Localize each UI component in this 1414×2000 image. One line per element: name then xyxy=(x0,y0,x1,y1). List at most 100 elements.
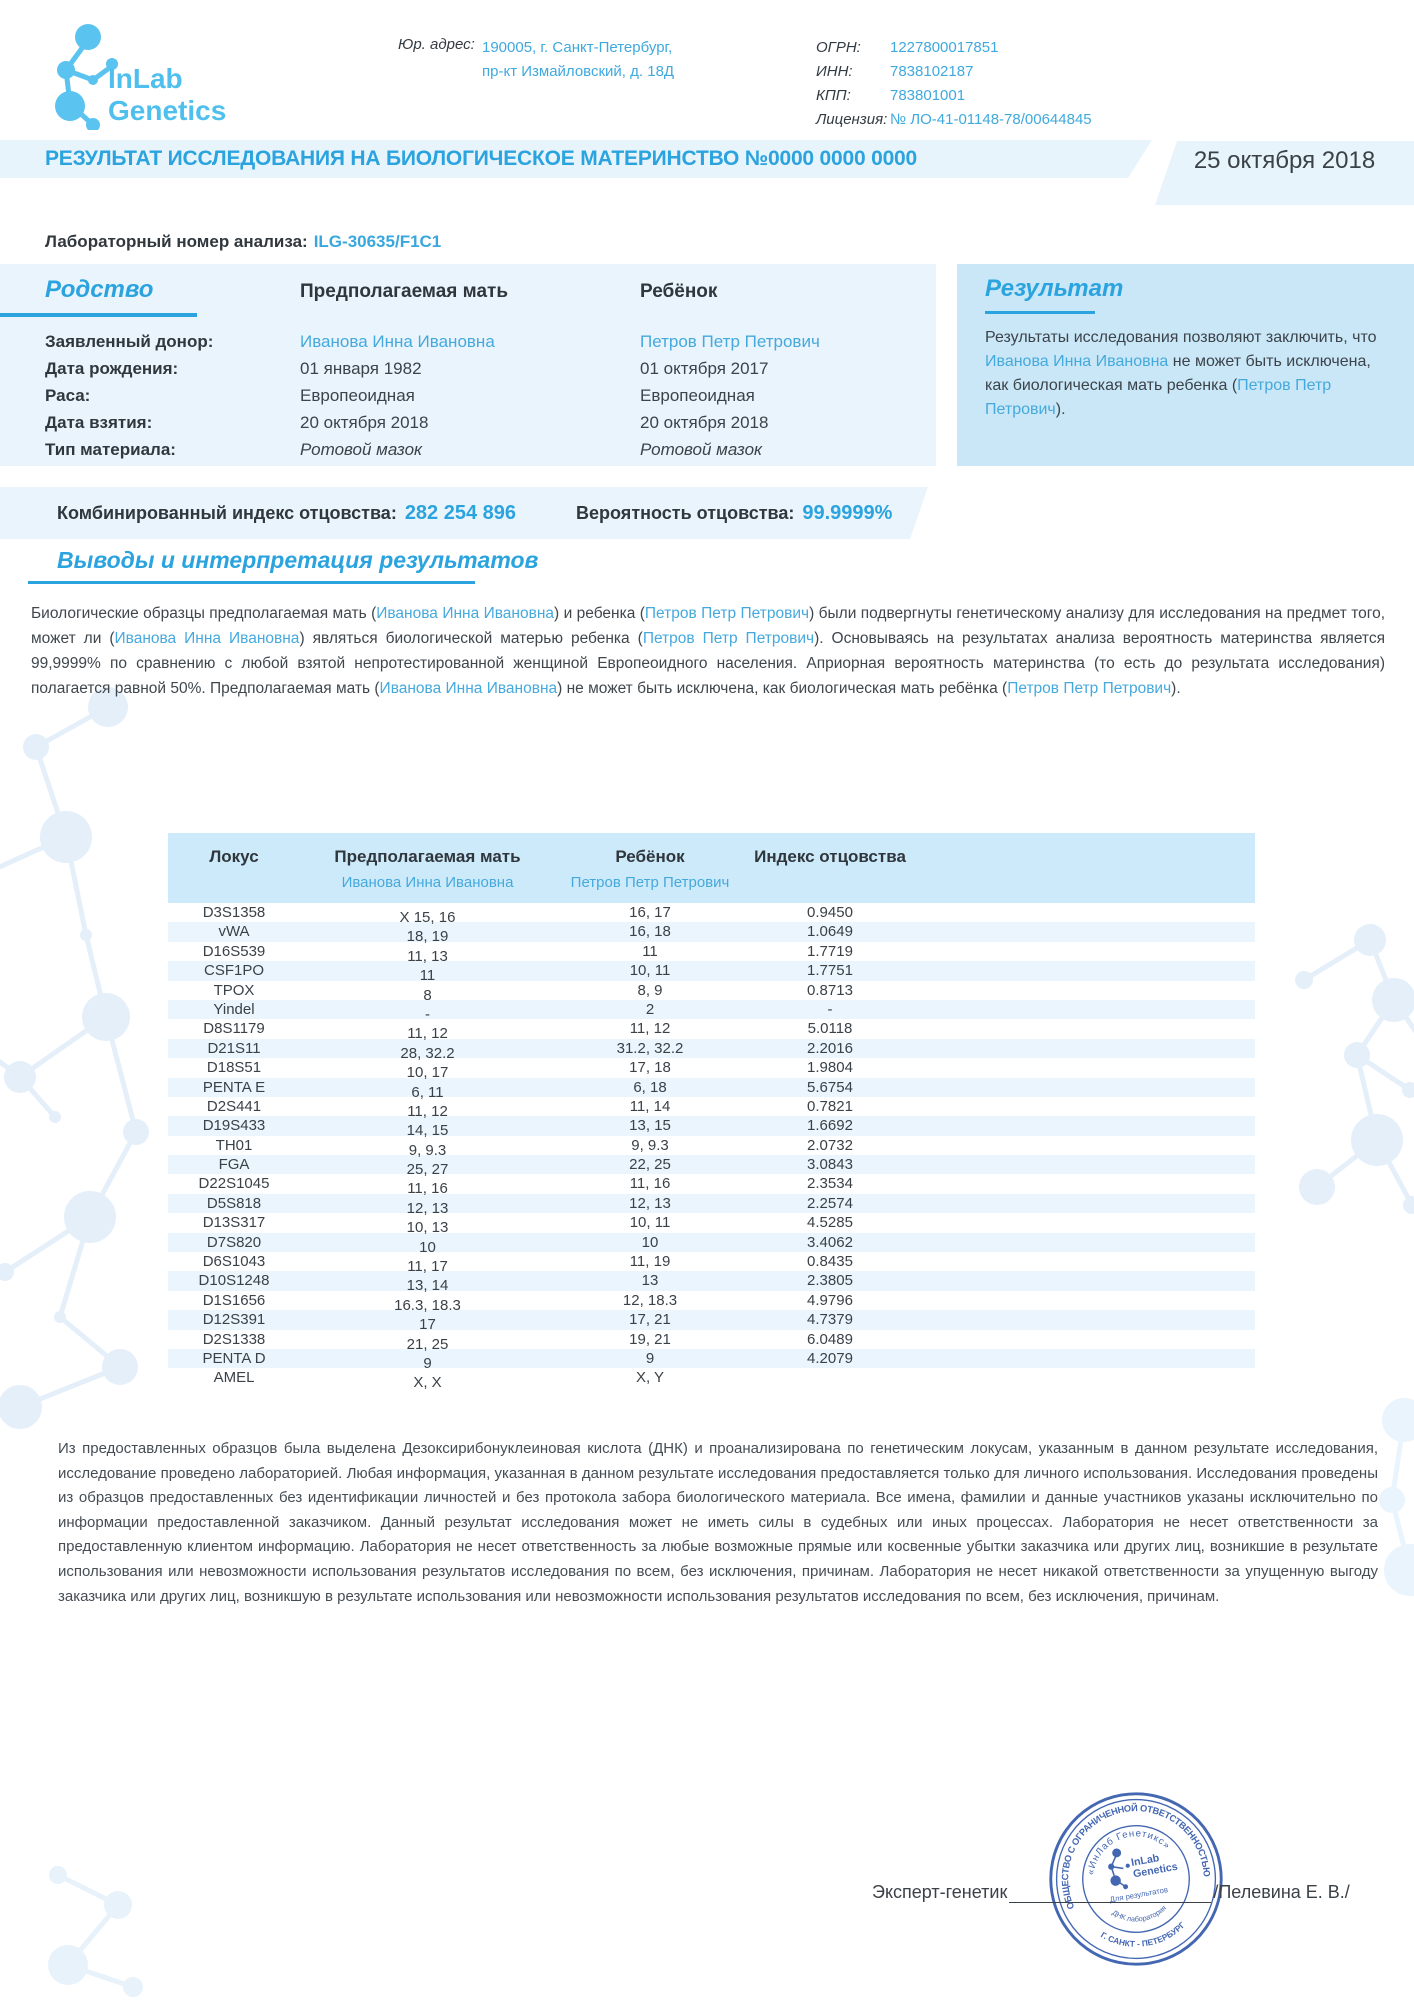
person-name: Петров Петр Петрович xyxy=(642,630,815,647)
mother-allele-cell: 10 xyxy=(300,1233,555,1256)
kinship-row-label: Раса: xyxy=(45,386,91,405)
child-allele-cell: 11 xyxy=(642,942,658,960)
child-allele-cell: 2 xyxy=(645,1000,655,1018)
locus-cell: TH01 xyxy=(215,1136,253,1154)
legal-address: 190005, г. Санкт-Петербург, пр-кт Измайл… xyxy=(482,36,674,84)
child-allele-cell: 10, 11 xyxy=(629,1214,671,1232)
loci-row: D16S539 11, 13 11 1.7719 xyxy=(168,942,1255,965)
registry-value: 7838102187 xyxy=(890,63,974,80)
kinship-mother-value: 20 октября 2018 xyxy=(300,413,429,432)
person-name: Иванова Инна Ивановна xyxy=(379,680,558,697)
locus-cell: D7S820 xyxy=(206,1233,262,1251)
loci-row: D18S51 10, 17 17, 18 1.9804 xyxy=(168,1058,1255,1081)
conclusions-heading: Выводы и интерпретация результатов xyxy=(57,547,539,573)
mother-allele-cell: 14, 15 xyxy=(300,1116,555,1139)
logo-text-line2: Genetics xyxy=(108,95,226,126)
registry-value: 1227800017851 xyxy=(890,39,999,56)
loci-row: D1S1656 16.3, 18.3 12, 18.3 4.9796 xyxy=(168,1291,1255,1314)
loci-row: PENTA E 6, 11 6, 18 5.6754 xyxy=(168,1077,1255,1101)
molecule-decoration-right xyxy=(1295,924,1414,1214)
text-segment: ) являться биологической матерью ребенка… xyxy=(299,630,643,647)
mother-allele-cell: 16.3, 18.3 xyxy=(300,1291,555,1314)
paternity-index-cell: 0.9450 xyxy=(807,904,853,921)
child-allele-cell: 13, 15 xyxy=(629,1117,671,1135)
mother-allele-value: 11, 12 xyxy=(407,1102,448,1120)
header-mother: Предполагаемая мать xyxy=(334,847,521,866)
loci-row: D21S11 28, 32.2 31.2, 32.2 2.2016 xyxy=(168,1038,1255,1062)
person-name: Петров Петр Петрович xyxy=(1007,680,1172,697)
mother-allele-cell: - xyxy=(300,1000,555,1023)
paternity-index-cell: 2.0732 xyxy=(807,1136,853,1154)
text-segment: ) были подвергнуты генетическому анализу… xyxy=(31,605,1386,647)
child-allele-cell: 9 xyxy=(645,1349,655,1367)
filler-cell xyxy=(915,1252,1255,1271)
mother-allele-value: 12, 13 xyxy=(406,1199,449,1217)
child-allele-cell: 11, 14 xyxy=(629,1097,671,1115)
mother-allele-value: 11, 17 xyxy=(407,1258,448,1276)
paternity-index-cell: 1.0649 xyxy=(807,923,853,941)
registry-value: № ЛО-41-01148-78/00644845 xyxy=(890,111,1092,128)
locus-cell: D13S317 xyxy=(202,1214,266,1232)
locus-cell: D8S1179 xyxy=(203,1020,265,1038)
mother-allele-cell: 18, 19 xyxy=(300,922,555,945)
kinship-panel: Родство Предполагаемая мать Ребёнок Заяв… xyxy=(0,264,936,466)
kinship-child-value: Ротовой мазок xyxy=(640,440,763,459)
kinship-child-value: Петров Петр Петрович xyxy=(640,332,820,351)
loci-row: CSF1PO 11 10, 11 1.7751 xyxy=(168,961,1255,984)
kinship-rows: Заявленный донор: Иванова Инна Ивановна Пе… xyxy=(45,328,905,463)
paternity-index-cell: 4.5285 xyxy=(807,1214,853,1232)
kinship-row: Раса: Европеоидная Европеоидная xyxy=(45,382,905,409)
index-bar: Комбинированный индекс отцовства: 282 254… xyxy=(0,487,928,539)
filler-cell xyxy=(915,1116,1255,1135)
kinship-row-label: Заявленный донор: xyxy=(45,332,214,351)
header-index: Индекс отцовства xyxy=(754,847,906,866)
text-segment: Биологические образцы предполагаемая мат… xyxy=(31,605,377,622)
text-segment: Результаты исследования позволяют заключ… xyxy=(985,329,1377,346)
person-name: Иванова Инна Ивановна xyxy=(376,605,555,622)
kinship-row-label: Дата взятия: xyxy=(45,413,153,432)
locus-cell: FGA xyxy=(218,1156,250,1174)
molecule-decoration-left xyxy=(0,687,149,1429)
loci-table-header: Локус Предполагаемая мать Ребёнок Индекс… xyxy=(168,833,1255,903)
mother-allele-value: 14, 15 xyxy=(406,1122,449,1140)
legal-address-line1: 190005, г. Санкт-Петербург, xyxy=(482,39,673,56)
child-allele-cell: 12, 13 xyxy=(629,1194,671,1212)
filler-cell xyxy=(915,903,1255,922)
legal-address-line2: пр-кт Измайловский, д. 18Д xyxy=(482,63,675,80)
paternity-index-cell: 2.3805 xyxy=(807,1272,853,1290)
paternity-index-cell xyxy=(745,1368,915,1387)
paternity-index-cell: 5.0118 xyxy=(807,1020,853,1038)
child-allele-cell: 11, 16 xyxy=(629,1175,671,1193)
text-segment: ). Основываясь на результатах анализа ве… xyxy=(31,630,1385,697)
svg-text:ДНК лаборатория: ДНК лаборатория xyxy=(1109,1899,1169,1928)
filler-cell xyxy=(915,1233,1255,1252)
paternity-index-cell: 0.7821 xyxy=(807,1097,853,1115)
paternity-index-cell: - xyxy=(827,1000,833,1018)
loci-row: AMEL X, X X, Y xyxy=(168,1368,1255,1391)
header-child: Ребёнок xyxy=(615,847,685,866)
locus-cell: D2S441 xyxy=(206,1097,262,1115)
paternity-index-cell: 1.9804 xyxy=(807,1059,853,1077)
paternity-index-cell: 4.2079 xyxy=(807,1349,853,1367)
kinship-row: Дата рождения: 01 января 1982 01 октября 2… xyxy=(45,355,905,382)
inlab-genetics-logo: InLab Genetics xyxy=(55,24,226,130)
kinship-child-value: Европеоидная xyxy=(640,386,755,405)
disclaimer-paragraph: Из предоставленных образцов была выделен… xyxy=(58,1440,1378,1605)
locus-cell: D5S818 xyxy=(206,1194,262,1212)
mother-allele-cell: 11, 17 xyxy=(300,1252,555,1275)
child-allele-cell: 16, 17 xyxy=(629,904,671,921)
mother-allele-value: 13, 14 xyxy=(406,1277,449,1295)
probability-label: Вероятность отцовства: xyxy=(576,503,795,523)
child-allele-cell: 12, 18.3 xyxy=(622,1291,678,1309)
kinship-row-label: Тип материала: xyxy=(45,440,176,459)
mother-allele-cell: 12, 13 xyxy=(300,1194,555,1217)
loci-row: D10S1248 13, 14 13 2.3805 xyxy=(168,1271,1255,1294)
filler-cell xyxy=(915,1271,1255,1290)
kinship-mother-value: Ротовой мазок xyxy=(300,440,423,459)
filler-cell xyxy=(915,1019,1255,1038)
kinship-mother-value: 01 января 1982 xyxy=(300,359,422,378)
mother-allele-cell: X, X xyxy=(300,1368,555,1391)
text-segment: ) не может быть исключена, как биологиче… xyxy=(557,680,1008,697)
paternity-index-cell: 1.6692 xyxy=(807,1117,853,1135)
